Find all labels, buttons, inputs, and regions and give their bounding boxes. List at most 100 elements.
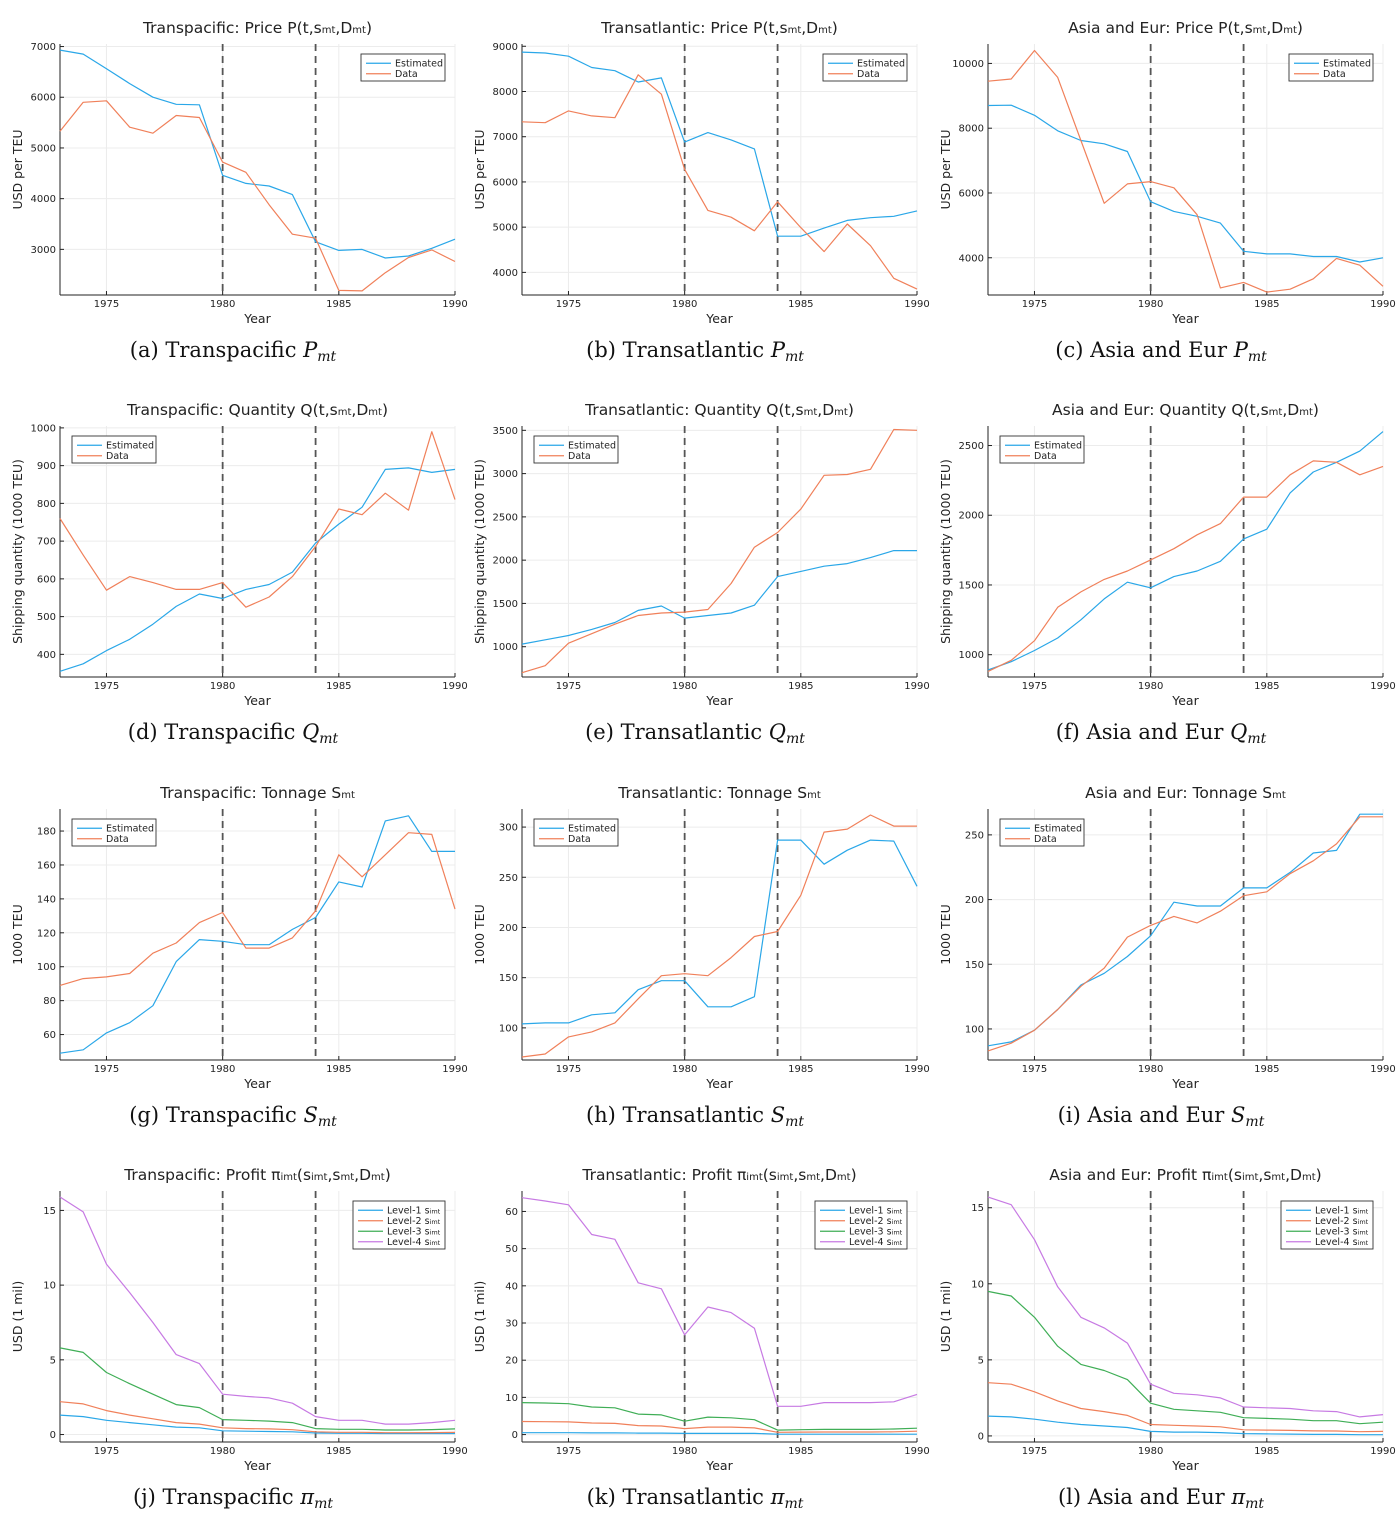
x-tick-label: 1980 [1138,1064,1163,1075]
y-axis-label: 1000 TEU [938,904,953,964]
y-tick-label: 30 [505,1319,518,1330]
y-tick-label: 15 [43,1206,56,1217]
legend-label: Level-3 simt [387,1227,441,1238]
x-tick-label: 1975 [94,681,119,692]
x-tick-label: 1990 [1370,1446,1395,1457]
chart-title-subscript: mt [1302,1172,1316,1183]
series-line-3 [521,1402,918,1431]
chart-title-part: (s [297,1166,311,1184]
y-tick-label: 3500 [493,426,518,437]
legend-label-name: Data [106,451,129,462]
chart-title-main: Transpacific: Tonnage S [159,784,341,802]
legend-label: Level-3 simt [849,1227,903,1238]
legend-label-subscript: imt [1358,1229,1369,1237]
caption-symbol: π [1231,1485,1246,1509]
chart-title-part: ,D [335,19,352,37]
x-axis-label: Year [1171,1458,1199,1473]
x-tick-label: 1975 [556,299,581,310]
chart-title-subscript: mt [338,407,352,418]
legend-label-name: Data [568,451,591,462]
chart-title-part: ,s [327,1166,340,1184]
chart-title: Asia and Eur: Tonnage Smt [1085,784,1286,802]
caption-label: (k) Transatlantic [586,1485,771,1509]
y-tick-label: 200 [965,895,984,906]
chart-title-subscript: mt [806,1172,820,1183]
legend-label-name: Data [1323,69,1346,80]
x-tick-label: 1985 [326,681,351,692]
x-tick-label: 1980 [672,681,697,692]
x-tick-label: 1990 [1370,681,1395,692]
chart-title-part: (s [1228,1166,1242,1184]
y-axis-label: USD per TEU [10,129,25,209]
chart-title-subscript: mt [352,25,366,36]
x-axis-label: Year [243,1458,271,1473]
chart-panel-d: 1975 1980 1985 1990 400 500 600 700 800 900 1000 Tr… [0,382,468,766]
chart-title-part: s [1245,19,1253,37]
legend-label: Data [568,834,591,845]
chart-title-part: s [314,19,322,37]
y-tick-label: 160 [37,860,56,871]
legend-label: Estimated [568,824,616,835]
y-tick-label: 0 [50,1430,56,1441]
x-tick-label: 1990 [1370,1064,1395,1075]
x-tick-label: 1990 [904,299,929,310]
chart-title-part: s [780,19,788,37]
series-line-3 [59,1347,456,1431]
legend-label-name: Estimated [857,59,905,70]
series-line-4 [59,1196,456,1425]
chart-svg: 1975 1980 1985 1990 0 5 10 15 Transpacific: Prof… [10,1166,468,1473]
y-tick-label: 20 [505,1356,518,1367]
chart-panel-k: 1975 1980 1985 1990 0 10 20 30 40 50 60 Transatlant… [462,1147,930,1531]
caption-symbol: Q [302,720,320,744]
caption-subscript: mt [317,349,337,365]
caption-symbol: P [303,338,318,362]
y-tick-label: 150 [965,960,984,971]
chart-title-main: Transpacific: Price P(t, [142,19,314,37]
x-tick-label: 1990 [442,299,467,310]
series-line-1 [59,467,456,672]
legend-label-name: Level-4 s [1315,1237,1358,1248]
legend-label: Estimated [857,59,905,70]
legend-box [1288,53,1374,82]
chart-panel-f: 1975 1980 1985 1990 1000 1500 2000 2500 Asia and… [928,382,1396,766]
legend-box [999,435,1085,464]
chart-title-part: ,s [793,1166,806,1184]
caption-symbol: S [770,1103,786,1127]
y-tick-label: 250 [965,830,984,841]
chart-title-part: (s [763,1166,777,1184]
y-tick-label: 7000 [31,42,56,53]
series-line-4 [987,1196,1384,1418]
y-tick-label: 6000 [31,93,56,104]
chart-title-part: ) [851,1166,857,1184]
x-tick-label: 1990 [1370,299,1395,310]
figure-caption: (l) Asia and Eur πmt [928,1485,1394,1512]
caption-subscript: mt [319,731,339,747]
legend-label: Data [857,69,880,80]
chart-title: Transpacific: Price P(t,smt,Dmt) [142,19,372,37]
y-tick-label: 100 [37,962,56,973]
figure-caption: (b) Transatlantic Pmt [462,338,928,365]
chart-title-part: s [330,401,338,419]
x-tick-label: 1985 [1254,1064,1279,1075]
chart-title-main: Asia and Eur: Tonnage S [1085,784,1272,802]
y-tick-label: 2500 [959,441,984,452]
chart-title-part: ) [1316,1166,1322,1184]
x-tick-label: 1975 [94,1446,119,1457]
y-tick-label: 6000 [959,188,984,199]
caption-symbol: S [303,1103,318,1127]
chart-title-part: ,D [820,1166,837,1184]
chart-title: Transatlantic: Tonnage Smt [617,784,821,802]
legend-label: Data [1323,69,1346,80]
x-tick-label: 1975 [94,1064,119,1075]
legend-label-subscript: imt [892,1239,903,1247]
chart-title-part: ,D [801,19,818,37]
chart-title-subscript: mt [1253,25,1267,36]
chart-title-subscript: mt [804,407,818,418]
series-line-1 [521,51,918,237]
legend-label-name: Estimated [1323,59,1371,70]
